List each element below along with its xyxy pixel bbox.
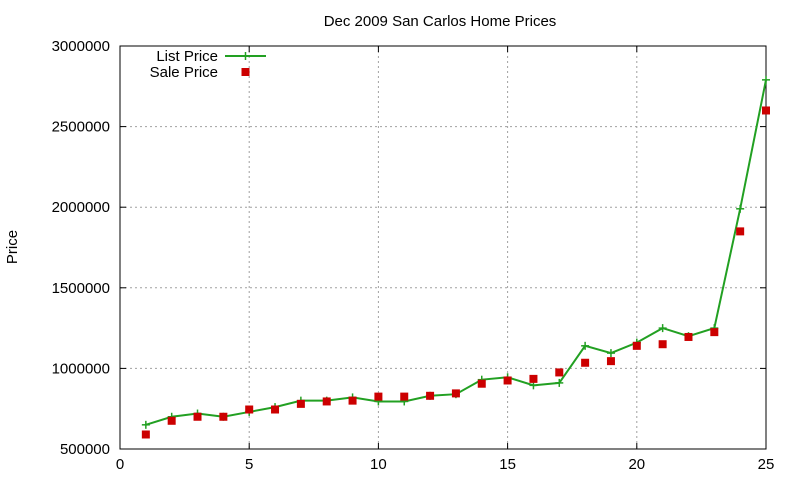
sale-price-point: [219, 412, 228, 421]
legend-item: Sale Price: [150, 64, 250, 81]
sale-price-point: [451, 389, 460, 398]
x-tick-label: 10: [370, 456, 387, 473]
y-tick-label: 500000: [60, 441, 110, 458]
list-price-point: [141, 420, 150, 429]
y-tick-label: 2000000: [52, 199, 110, 216]
sale-price-point: [296, 399, 305, 408]
sale-price-point: [141, 430, 150, 439]
sale-price-point: [606, 357, 615, 366]
plot-frame: [119, 45, 767, 450]
tick-labels: 0 5 10 15 20 25 500000 1000000 1500000 2000000 250…: [52, 38, 775, 473]
sale-price-point: [555, 368, 564, 377]
legend-swatch-marker: [241, 52, 250, 60]
y-tick-label: 2500000: [52, 119, 110, 136]
list-price-point: [581, 341, 590, 350]
sale-price-point: [348, 396, 357, 405]
sale-price-point: [581, 358, 590, 367]
y-tick-label: 1000000: [52, 360, 110, 377]
sale-price-point: [684, 332, 693, 341]
sale-price-point: [477, 379, 486, 388]
sale-price-point: [710, 328, 719, 337]
sale-price-point: [193, 412, 202, 421]
x-tick-label: 20: [628, 456, 645, 473]
list-price-point: [555, 378, 564, 387]
series-sale-price: [141, 106, 770, 439]
sale-price-point: [271, 405, 280, 414]
legend-label: List Price: [156, 48, 218, 65]
list-price-point: [606, 349, 615, 358]
sale-price-point: [245, 405, 254, 414]
x-tick-label: 0: [116, 456, 124, 473]
y-axis-label: Price: [4, 230, 21, 264]
series-list-price: [141, 75, 770, 429]
list-price-point: [658, 324, 667, 333]
list-price-point: [736, 204, 745, 213]
y-tick-label: 3000000: [52, 38, 110, 55]
sale-price-point: [374, 392, 383, 401]
list-price-line: [145, 79, 767, 426]
x-tick-label: 15: [499, 456, 516, 473]
sale-price-point: [736, 227, 745, 236]
axis-ticks: [119, 45, 767, 450]
sale-price-point: [167, 416, 176, 425]
sale-price-point: [503, 376, 512, 385]
sale-price-point: [426, 391, 435, 400]
sale-price-point: [400, 392, 409, 401]
chart-title: Dec 2009 San Carlos Home Prices: [324, 13, 557, 30]
grid-lines: [120, 46, 766, 449]
x-tick-label: 25: [758, 456, 775, 473]
y-tick-label: 1500000: [52, 280, 110, 297]
legend-label: Sale Price: [150, 64, 218, 81]
sale-price-point: [658, 340, 667, 349]
series-layer: [141, 75, 770, 439]
sale-price-point: [322, 397, 331, 406]
legend-swatch-marker: [241, 68, 250, 76]
legend-item: List Price: [156, 48, 266, 65]
sale-price-point: [762, 106, 770, 115]
sale-price-point: [632, 341, 641, 350]
list-price-point: [762, 75, 770, 84]
sale-price-point: [529, 374, 538, 383]
x-tick-label: 5: [245, 456, 253, 473]
